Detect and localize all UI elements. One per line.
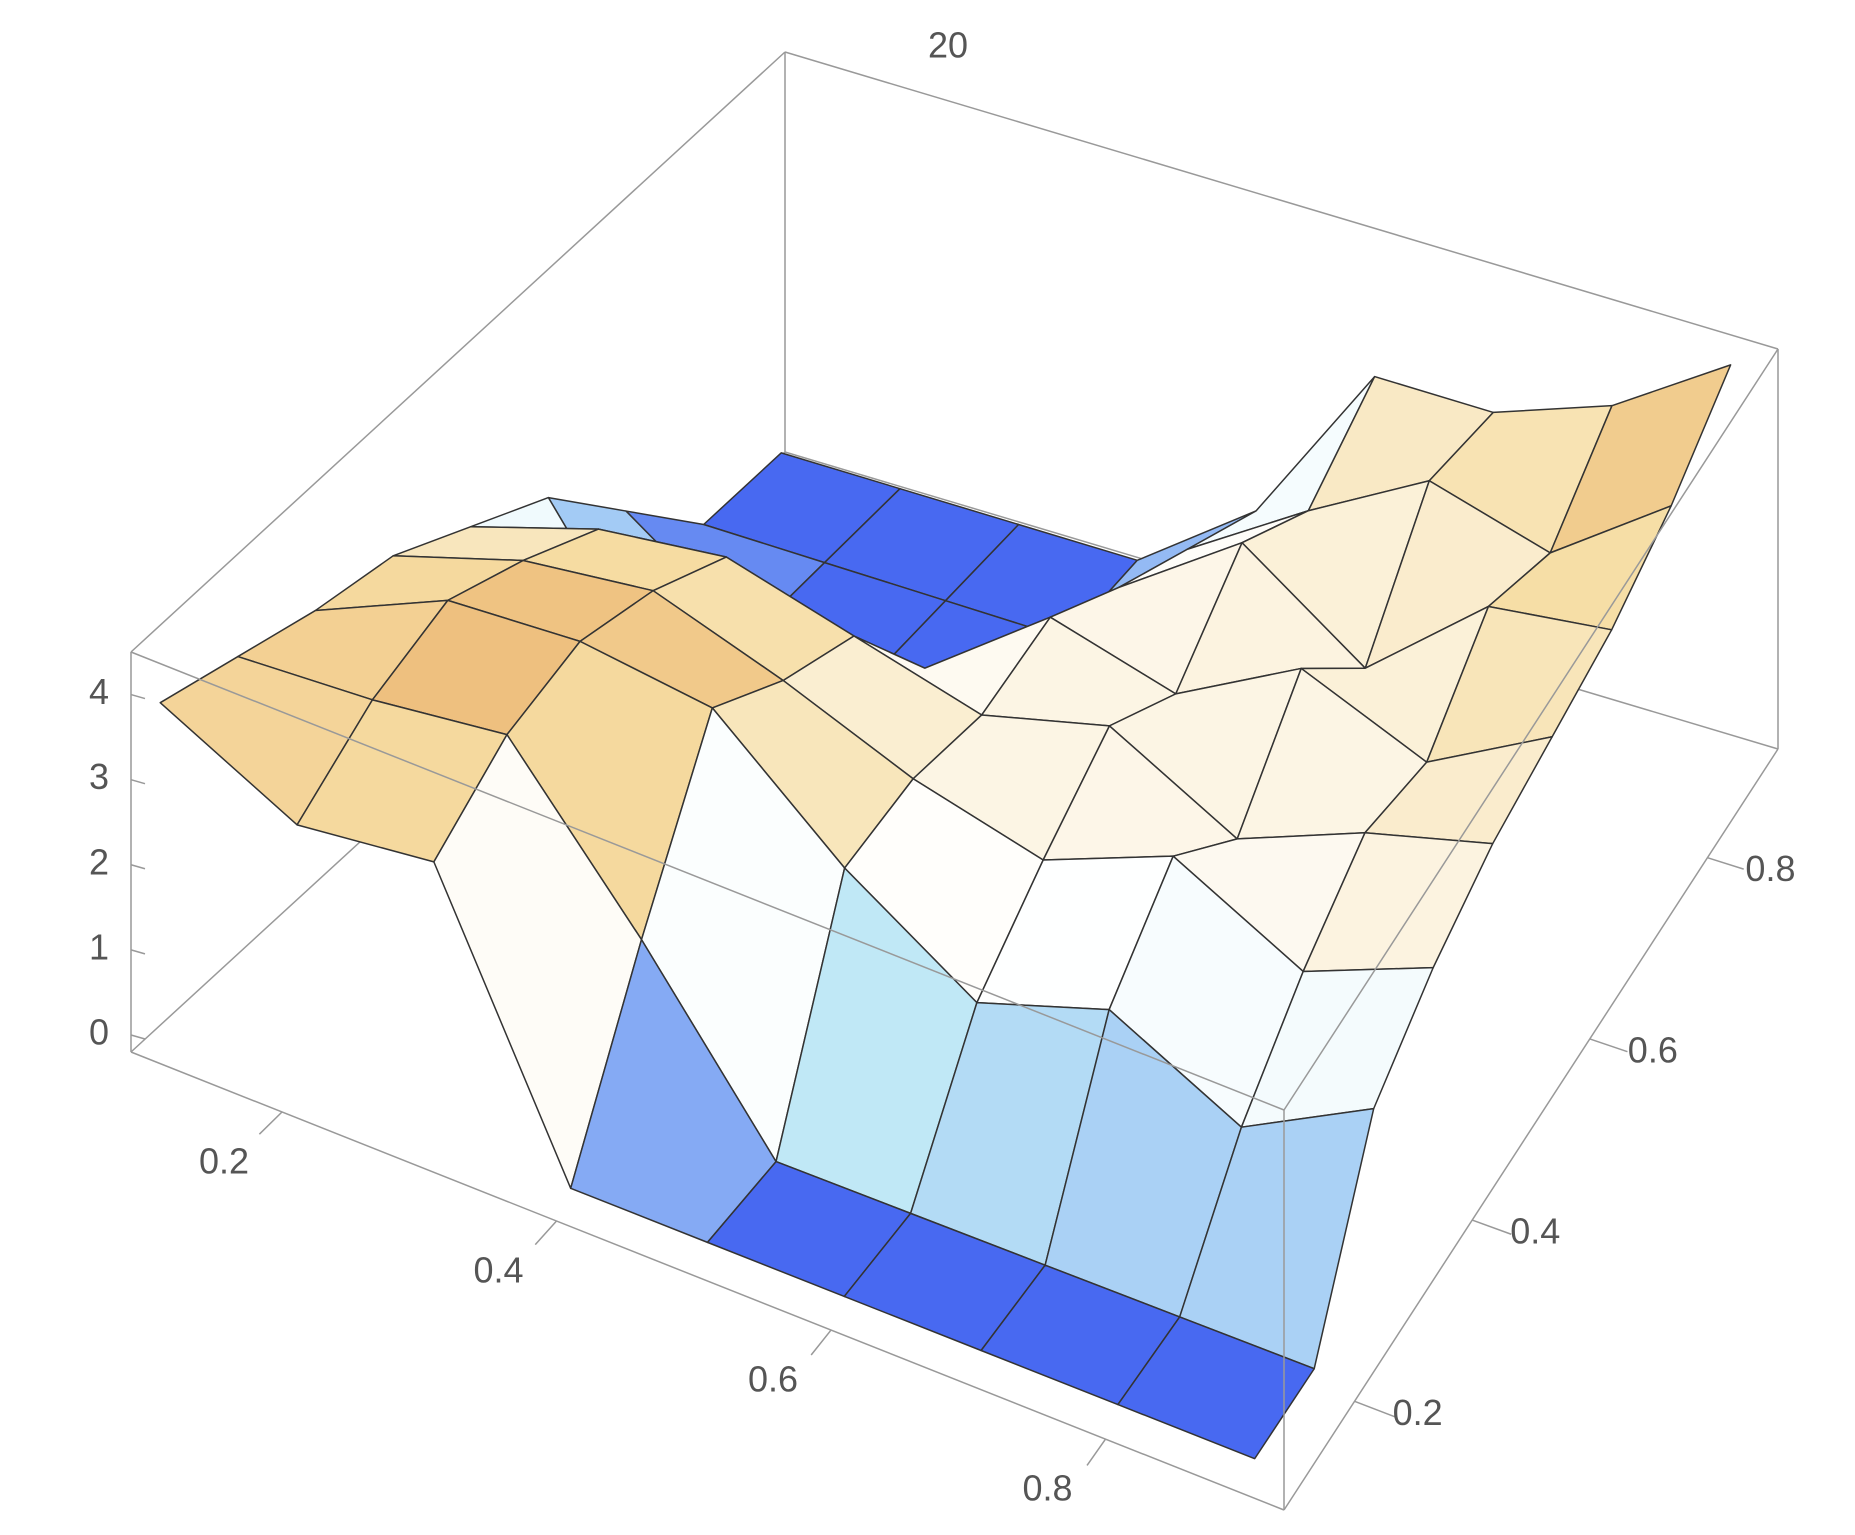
x-tick-label: 0.2 [199,1140,249,1181]
box-edge [130,1051,1285,1511]
z-tick [130,1034,146,1040]
z-tick-label: 4 [89,671,109,712]
axes: 0.2 0.4 0.6 0.8 0.2 0.4 0.6 0.8 0 1 2 3 4 [89,671,1796,1509]
chart-title: 20 [928,25,968,66]
box-edge [784,51,1779,350]
surface-patch [1117,1316,1315,1460]
y-tick [1589,1038,1628,1053]
y-tick [1707,856,1744,870]
surface [159,364,1732,1460]
x-tick-label: 0.8 [1023,1468,1073,1509]
x-tick [534,1220,558,1246]
z-tick-label: 0 [89,1011,109,1052]
box-edge [130,651,1285,1111]
x-tick [1086,1438,1107,1466]
z-tick [130,949,146,955]
x-tick [258,1111,283,1135]
x-tick [810,1329,832,1356]
y-tick-label: 0.6 [1628,1029,1678,1070]
box-edge [1283,348,1779,1111]
y-tick-label: 0.2 [1393,1392,1443,1433]
y-tick [1354,1400,1396,1418]
z-tick [130,693,146,700]
z-tick-label: 2 [89,841,109,882]
z-tick [130,778,146,785]
box-edge [1283,748,1779,1511]
box-front [130,348,1779,1510]
box-edge [130,51,786,653]
z-tick-label: 3 [89,756,109,797]
x-tick-label: 0.4 [473,1250,523,1291]
y-tick-label: 0.4 [1510,1211,1560,1252]
z-tick [130,864,146,870]
z-tick-label: 1 [89,926,109,967]
y-tick [1471,1219,1512,1235]
y-tick-label: 0.8 [1745,848,1795,889]
x-tick-label: 0.6 [748,1359,798,1400]
